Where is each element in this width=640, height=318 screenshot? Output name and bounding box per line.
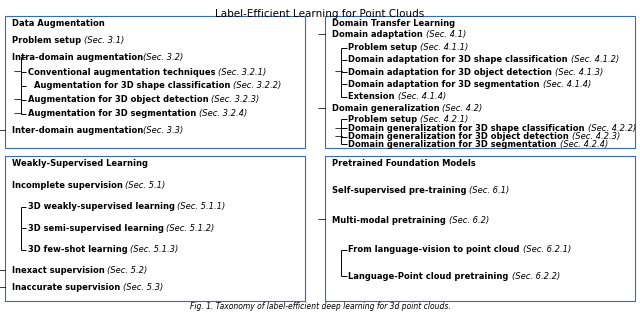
Text: —: — xyxy=(14,68,22,77)
Text: —: — xyxy=(335,132,343,142)
Text: (Sec. 5.1): (Sec. 5.1) xyxy=(125,181,166,190)
Bar xyxy=(5,16,305,148)
Text: Self-supervised pre-training: Self-supervised pre-training xyxy=(332,186,469,195)
Text: Intra-domain augmentation: Intra-domain augmentation xyxy=(12,53,143,62)
Text: Problem setup: Problem setup xyxy=(348,43,420,52)
Text: 3D semi-supervised learning: 3D semi-supervised learning xyxy=(28,224,166,233)
Text: Problem setup: Problem setup xyxy=(12,36,84,45)
Text: —: — xyxy=(318,216,326,225)
Text: (Sec. 6.2.2): (Sec. 6.2.2) xyxy=(511,272,560,281)
Text: —: — xyxy=(335,68,343,77)
Text: Pretrained Foundation Models: Pretrained Foundation Models xyxy=(332,159,476,168)
Text: (Sec. 4.1): (Sec. 4.1) xyxy=(426,30,466,39)
Text: Domain generalization for 3D object detection: Domain generalization for 3D object dete… xyxy=(348,132,572,142)
Text: (Sec. 5.2): (Sec. 5.2) xyxy=(108,266,148,275)
Text: (Sec. 4.2.3): (Sec. 4.2.3) xyxy=(572,132,620,142)
Text: Data Augmentation: Data Augmentation xyxy=(12,19,104,28)
Text: (Sec. 4.1.2): (Sec. 4.1.2) xyxy=(571,55,619,64)
Text: 3D few-shot learning: 3D few-shot learning xyxy=(28,245,130,254)
Text: —: — xyxy=(0,283,6,292)
Text: (Sec. 4.2): (Sec. 4.2) xyxy=(442,104,483,113)
Text: (Sec. 6.1): (Sec. 6.1) xyxy=(469,186,509,195)
Text: Inexact supervision: Inexact supervision xyxy=(12,266,108,275)
Text: 3D weakly-supervised learning: 3D weakly-supervised learning xyxy=(28,202,177,211)
Bar xyxy=(325,16,635,148)
Text: Domain adaptation: Domain adaptation xyxy=(332,30,426,39)
Text: Inaccurate supervision: Inaccurate supervision xyxy=(12,283,123,292)
Text: Domain generalization for 3D shape classification: Domain generalization for 3D shape class… xyxy=(348,124,588,133)
Text: Label-Efficient Learning for Point Clouds: Label-Efficient Learning for Point Cloud… xyxy=(216,9,424,19)
Text: (Sec. 5.3): (Sec. 5.3) xyxy=(123,283,163,292)
Text: —: — xyxy=(318,30,326,39)
Text: (Sec. 5.1.2): (Sec. 5.1.2) xyxy=(166,224,214,233)
Text: (Sec. 6.2): (Sec. 6.2) xyxy=(449,216,489,225)
Text: Augmentation for 3D segmentation: Augmentation for 3D segmentation xyxy=(28,109,198,118)
Text: Inter-domain augmentation: Inter-domain augmentation xyxy=(12,126,143,135)
Text: (Sec. 3.2.3): (Sec. 3.2.3) xyxy=(211,95,259,104)
Text: (Sec. 3.2.4): (Sec. 3.2.4) xyxy=(198,109,247,118)
Text: —: — xyxy=(335,124,343,133)
Text: (Sec. 3.1): (Sec. 3.1) xyxy=(84,36,124,45)
Text: Language-Point cloud pretraining: Language-Point cloud pretraining xyxy=(348,272,511,281)
Text: (Sec. 5.1.3): (Sec. 5.1.3) xyxy=(130,245,179,254)
Text: Domain adaptation for 3D segmentation: Domain adaptation for 3D segmentation xyxy=(348,80,543,89)
Text: (Sec. 3.2.2): (Sec. 3.2.2) xyxy=(233,81,281,90)
Text: Augmentation for 3D object detection: Augmentation for 3D object detection xyxy=(28,95,211,104)
Text: (Sec. 4.2.2): (Sec. 4.2.2) xyxy=(588,124,636,133)
Text: (Sec. 4.1.1): (Sec. 4.1.1) xyxy=(420,43,468,52)
Text: Conventional augmentation techniques: Conventional augmentation techniques xyxy=(28,68,218,77)
Bar xyxy=(5,156,305,301)
Text: (Sec. 4.1.4): (Sec. 4.1.4) xyxy=(543,80,591,89)
Text: (Sec. 5.1.1): (Sec. 5.1.1) xyxy=(177,202,226,211)
Text: Domain Transfer Learning: Domain Transfer Learning xyxy=(332,19,454,28)
Text: Incomplete supervision: Incomplete supervision xyxy=(12,181,125,190)
Text: Domain generalization: Domain generalization xyxy=(332,104,442,113)
Text: Fig. 1. Taxonomy of label-efficient deep learning for 3d point clouds.: Fig. 1. Taxonomy of label-efficient deep… xyxy=(189,302,451,311)
Text: Augmentation for 3D shape classification: Augmentation for 3D shape classification xyxy=(33,81,233,90)
Text: —: — xyxy=(318,104,326,113)
Text: (Sec. 3.3): (Sec. 3.3) xyxy=(143,126,183,135)
Bar xyxy=(325,156,635,301)
Text: (Sec. 4.1.4): (Sec. 4.1.4) xyxy=(397,92,446,101)
Text: Domain generalization for 3D segmentation: Domain generalization for 3D segmentatio… xyxy=(348,140,559,149)
Text: (Sec. 3.2): (Sec. 3.2) xyxy=(143,53,183,62)
Text: Problem setup: Problem setup xyxy=(348,115,420,124)
Text: From language-vision to point cloud: From language-vision to point cloud xyxy=(348,245,523,254)
Text: —: — xyxy=(0,126,6,135)
Text: Extension: Extension xyxy=(348,92,397,101)
Text: —: — xyxy=(14,109,22,118)
Text: Domain adaptation for 3D shape classification: Domain adaptation for 3D shape classific… xyxy=(348,55,571,64)
Text: (Sec. 4.2.1): (Sec. 4.2.1) xyxy=(420,115,468,124)
Text: (Sec. 4.2.4): (Sec. 4.2.4) xyxy=(559,140,608,149)
Text: Domain adaptation for 3D object detection: Domain adaptation for 3D object detectio… xyxy=(348,68,555,77)
Text: Multi-modal pretraining: Multi-modal pretraining xyxy=(332,216,449,225)
Text: —: — xyxy=(14,95,22,104)
Text: (Sec. 3.2.1): (Sec. 3.2.1) xyxy=(218,68,266,77)
Text: Weakly-Supervised Learning: Weakly-Supervised Learning xyxy=(12,159,148,168)
Text: (Sec. 6.2.1): (Sec. 6.2.1) xyxy=(523,245,571,254)
Text: (Sec. 4.1.3): (Sec. 4.1.3) xyxy=(555,68,604,77)
Text: —: — xyxy=(0,266,6,275)
